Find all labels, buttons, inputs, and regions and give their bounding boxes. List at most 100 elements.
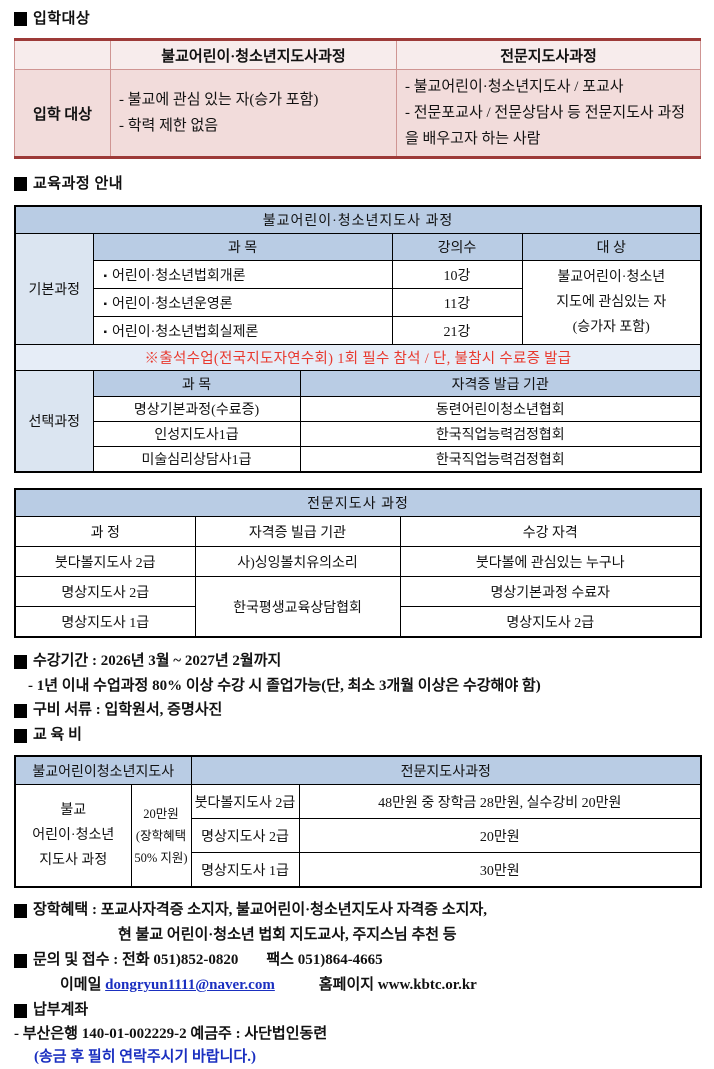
basic-course-requirements-cell: - 불교에 관심 있는 자(승가 포함) - 학력 제한 없음: [110, 69, 397, 158]
course-name-line: 불교: [60, 803, 87, 818]
small-square-bullet-icon: ▪: [103, 326, 108, 338]
fee-line: 20만원: [143, 806, 179, 821]
issuer-cell: 한국평생교육상담협회: [194, 576, 401, 638]
row-group-label-elective: 선택과정: [14, 370, 94, 473]
contact-fax-text: 팩스 051)864-4665: [266, 952, 383, 968]
small-square-bullet-icon: ▪: [103, 298, 108, 310]
elective-subject-cell: 미술심리상담사1급: [92, 446, 301, 473]
square-bullet-icon: [14, 654, 27, 669]
subject-cell: ▪ 어린이·청소년법회실제론: [92, 316, 393, 345]
lecture-count-cell: 10강: [391, 260, 523, 289]
table-header-row: 선택과정 과 목 자격증 발급 기관: [14, 370, 702, 473]
table-row: 인성지도사1급 한국직업능력검정협회: [15, 421, 702, 447]
course-cell: 명상지도사 2급: [190, 818, 300, 853]
column-header-basic-course: 불교어린이청소년지도사: [14, 755, 192, 785]
table-row: ▪ 어린이·청소년법회실제론 21강: [15, 316, 701, 345]
lecture-count-cell: 11강: [391, 288, 523, 317]
column-header-lectures: 강의수: [391, 233, 523, 261]
lecture-count-cell: 21강: [391, 316, 523, 345]
fee-cell: 20만원: [298, 818, 702, 853]
subject-name: 어린이·청소년법회개론: [112, 268, 246, 284]
square-bullet-icon: [14, 903, 27, 918]
homepage-url: www.kbtc.or.kr: [377, 977, 477, 993]
fee-cell: 30만원: [298, 852, 702, 888]
period-note: - 1년 이내 수업과정 80% 이상 수강 시 졸업가능(단, 최소 3개월 …: [28, 678, 541, 694]
basic-course-fee-cell: 20만원 (장학혜택 50% 지원): [130, 784, 192, 888]
subject-cell: ▪ 어린이·청소년법회개론: [92, 260, 393, 289]
subject-name: 어린이·청소년법회실제론: [112, 324, 259, 340]
issuer-cell: 한국직업능력검정협회: [299, 421, 702, 447]
table-row: 명상지도사 2급 20만원: [15, 818, 702, 853]
column-header-pro-course: 전문지도사과정: [396, 39, 701, 70]
fees-heading-text: 교 육 비: [33, 727, 82, 743]
pro-course-requirements-cell: - 불교어린이·청소년지도사 / 포교사 - 전문포교사 / 전문상담사 등 전…: [396, 69, 701, 158]
course-name-line: 어린이·청소년: [32, 828, 115, 843]
fee-cell: 48만원 중 장학금 28만원, 실수강비 20만원: [298, 784, 702, 819]
square-bullet-icon: [14, 12, 27, 26]
professional-course-table: 전문지도사 과정 과 정 자격증 빌급 기관 수강 자격 붓다볼지도사 2급 사…: [14, 488, 703, 638]
section-heading-fees: 교 육 비: [14, 723, 700, 748]
table-row: 미술심리상담사1급 한국직업능력검정협회: [15, 446, 702, 473]
course-cell: 명상지도사 1급: [190, 852, 300, 888]
email-link[interactable]: dongryun1111@naver.com: [105, 977, 275, 993]
course-name-line: 지도사 과정: [39, 853, 108, 868]
eligibility-cell: 명상기본과정 수료자: [399, 576, 702, 607]
basic-course-name-cell: 불교 어린이·청소년 지도사 과정: [14, 784, 132, 888]
homepage-label: 홈페이지: [318, 977, 375, 993]
elective-subject-cell: 명상기본과정(수료증): [92, 396, 301, 422]
scholarship-text: 장학혜택 : 포교사자격증 소지자, 불교어린이·청소년지도사 자격증 소지자,: [33, 902, 488, 918]
section-heading-account: 납부계좌: [14, 998, 700, 1023]
column-header-subject: 과 목: [92, 233, 393, 261]
square-bullet-icon: [14, 1003, 27, 1018]
requirement-item: - 학력 제한 없음: [119, 118, 219, 134]
subject-cell: ▪ 어린이·청소년운영론: [92, 288, 393, 317]
square-bullet-icon: [14, 177, 27, 191]
issuer-cell: 사)싱잉볼치유의소리: [194, 546, 401, 577]
section-heading-documents: 구비 서류 : 입학원서, 증명사진: [14, 698, 700, 723]
course-cell: 명상지도사 2급: [14, 576, 196, 607]
square-bullet-icon: [14, 703, 27, 718]
table-row: 붓다볼지도사 2급 사)싱잉볼치유의소리 붓다볼에 관심있는 누구나: [14, 546, 702, 577]
table-row: 입학 대상 - 불교에 관심 있는 자(승가 포함) - 학력 제한 없음 - …: [14, 69, 701, 158]
target-line: (승가자 포함): [572, 320, 650, 335]
square-bullet-icon: [14, 953, 27, 968]
professional-table-title: 전문지도사 과정: [14, 488, 702, 517]
table-header-row: 불교어린이청소년지도사 전문지도사과정: [14, 755, 702, 785]
column-header-basic-course: 불교어린이·청소년지도사과정: [110, 39, 397, 70]
section-heading-admission: 입학대상: [14, 8, 700, 30]
table-row: 명상지도사 2급 한국평생교육상담협회 명상기본과정 수료자: [14, 576, 702, 638]
column-header-eligibility: 수강 자격: [399, 516, 702, 547]
elective-subject-cell: 인성지도사1급: [92, 421, 301, 447]
empty-corner-cell: [14, 39, 111, 70]
column-header-issuer: 자격증 발급 기관: [299, 370, 702, 397]
section-heading-scholarship: 장학혜택 : 포교사자격증 소지자, 불교어린이·청소년지도사 자격증 소지자,: [14, 898, 700, 923]
requirement-item: - 불교어린이·청소년지도사 / 포교사: [405, 79, 624, 95]
square-bullet-icon: [14, 728, 27, 743]
column-header-course: 과 정: [14, 516, 196, 547]
requirement-item: - 전문포교사 / 전문상담사 등 전문지도사 과정을 배우고자 하는 사람: [405, 105, 686, 147]
account-note: (송금 후 필히 연락주시기 바랍니다.): [34, 1049, 256, 1065]
curriculum-table-title: 불교어린이·청소년지도사 과정: [14, 205, 702, 234]
fee-line: 50% 지원): [134, 850, 188, 865]
contact-phone-text: 문의 및 접수 : 전화 051)852-0820: [33, 952, 239, 968]
target-line: 지도에 관심있는 자: [556, 295, 667, 310]
table-header-row: 불교어린이·청소년지도사과정 전문지도사과정: [14, 39, 701, 70]
contact-email-row: 이메일 dongryun1111@naver.com 홈페이지 www.kbtc…: [14, 973, 700, 998]
table-header-row: 과 정 자격증 빌급 기관 수강 자격: [14, 516, 702, 547]
issuer-cell: 한국직업능력검정협회: [299, 446, 702, 473]
period-text: 수강기간 : 2026년 3월 ~ 2027년 2월까지: [33, 653, 282, 669]
column-header-pro-course: 전문지도사과정: [190, 755, 702, 785]
small-square-bullet-icon: ▪: [103, 270, 108, 282]
course-cell: 붓다볼지도사 2급: [14, 546, 196, 577]
table-row: ▪ 어린이·청소년법회개론 10강 불교어린이·청소년 지도에 관심있는 자 (승…: [15, 260, 702, 345]
subject-name: 어린이·청소년운영론: [112, 296, 233, 312]
attendance-note-text: ※출석수업(전국지도자연수회) 1회 필수 참석 / 단, 불참시 수료증 발급: [14, 344, 702, 371]
table-row: 명상지도사 1급 30만원: [15, 852, 702, 888]
section-title: 교육과정 안내: [33, 176, 124, 192]
account-number-line: - 부산은행 140-01-002229-2 예금주 : 사단법인동련: [14, 1026, 328, 1042]
row-label-admission-target: 입학 대상: [14, 69, 111, 158]
table-row: 명상기본과정(수료증) 동련어린이청소년협회: [15, 396, 702, 422]
eligibility-cell: 명상지도사 2급: [399, 606, 702, 638]
email-label: 이메일: [60, 977, 102, 993]
